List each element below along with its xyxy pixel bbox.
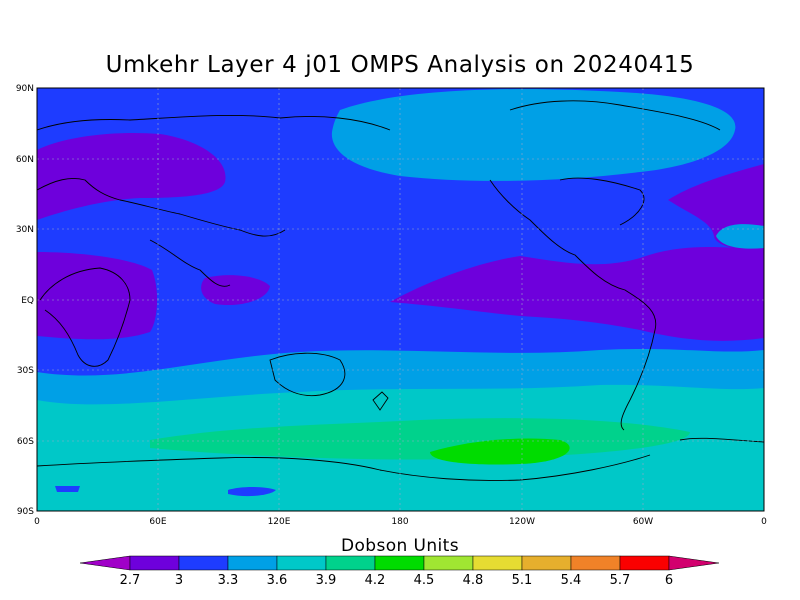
band-3.3-spot bbox=[716, 224, 764, 249]
band-3-europe bbox=[37, 132, 226, 220]
band-3.3-north bbox=[331, 89, 736, 181]
colorbar-label: 4.2 bbox=[365, 573, 386, 588]
lon-label: 120W bbox=[509, 517, 535, 527]
band-3.6-low bbox=[37, 466, 764, 511]
lon-label: 60W bbox=[633, 517, 653, 527]
colorbar-box bbox=[325, 555, 376, 571]
colorbar-box bbox=[423, 555, 474, 571]
map-frame bbox=[36, 87, 765, 512]
band-3-africa bbox=[37, 252, 158, 340]
colorbar-label: 3.9 bbox=[316, 573, 337, 588]
colorbar-label: 2.7 bbox=[120, 573, 141, 588]
lon-label: 60E bbox=[149, 517, 166, 527]
band-3-antarctic-spot bbox=[228, 487, 276, 497]
lon-label: 0 bbox=[34, 517, 40, 527]
colorbar-box bbox=[472, 555, 523, 571]
colorbar-label: 3 bbox=[175, 573, 183, 588]
graticule bbox=[37, 88, 764, 511]
lon-label: 0 bbox=[761, 517, 767, 527]
contour-fill bbox=[37, 88, 764, 511]
colorbar-label: 6 bbox=[665, 573, 673, 588]
band-3-indonesia bbox=[201, 275, 270, 306]
lat-label: EQ bbox=[21, 296, 34, 306]
lon-label: 180 bbox=[391, 517, 408, 527]
lat-label: 90N bbox=[16, 84, 34, 94]
colorbar-label: 5.7 bbox=[610, 573, 631, 588]
colorbar-box bbox=[619, 555, 670, 571]
lon-axis: 0 60E 120E 180 120W 60W 0 bbox=[34, 517, 767, 527]
colorbar-label: 5.1 bbox=[512, 573, 533, 588]
colorbar-label: 3.3 bbox=[218, 573, 239, 588]
colorbar-label: 5.4 bbox=[561, 573, 582, 588]
colorbar-title: Dobson Units bbox=[341, 536, 459, 556]
lat-label: 60N bbox=[16, 155, 34, 165]
lat-label: 60S bbox=[17, 437, 34, 447]
lon-label: 120E bbox=[268, 517, 291, 527]
map-title: Umkehr Layer 4 j01 OMPS Analysis on 2024… bbox=[105, 52, 695, 78]
colorbar-box bbox=[570, 555, 621, 571]
colorbar: 2.7 3 3.3 3.6 3.9 4.2 4.5 4.8 5.1 5.4 5.7 6 bbox=[79, 555, 720, 588]
lat-label: 30N bbox=[16, 225, 34, 235]
coastlines bbox=[37, 100, 764, 481]
colorbar-min-arrow bbox=[79, 555, 131, 571]
band-4.2-south bbox=[430, 438, 570, 465]
colorbar-box bbox=[374, 555, 425, 571]
lat-axis: 90N 60N 30N EQ 30S 60S 90S bbox=[16, 84, 34, 517]
colorbar-box bbox=[178, 555, 229, 571]
colorbar-box bbox=[129, 555, 180, 571]
colorbar-box bbox=[521, 555, 572, 571]
band-3-antarctic-spot2 bbox=[55, 486, 80, 492]
lat-label: 30S bbox=[17, 366, 34, 376]
colorbar-label: 4.8 bbox=[463, 573, 484, 588]
colorbar-box bbox=[276, 555, 327, 571]
lat-label: 90S bbox=[17, 507, 34, 517]
colorbar-box bbox=[227, 555, 278, 571]
colorbar-max-arrow bbox=[668, 555, 720, 571]
colorbar-label: 4.5 bbox=[414, 573, 435, 588]
colorbar-label: 3.6 bbox=[267, 573, 288, 588]
band-3-pacific bbox=[390, 247, 764, 341]
